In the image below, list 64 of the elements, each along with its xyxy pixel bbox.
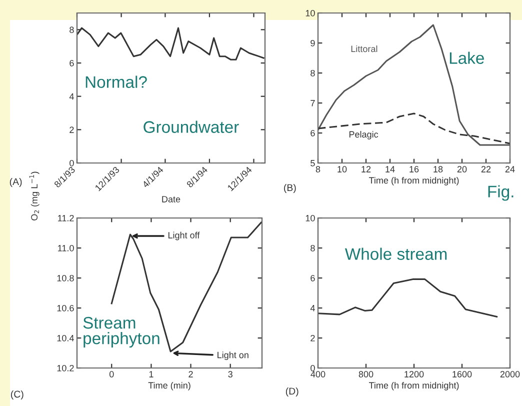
annotation: Normal? — [86, 76, 147, 88]
y-tick-label: 2 — [70, 126, 74, 133]
text: (D) — [286, 387, 298, 397]
line-series — [318, 24, 510, 146]
annotation: Stream periphyton — [83, 316, 160, 348]
annotation: Groundwater — [144, 120, 239, 133]
series-label: Pelagic — [349, 130, 378, 140]
y-tick-label: 8 — [310, 70, 315, 76]
x-axis-title: Date — [162, 196, 180, 202]
y-tick-label: 6 — [310, 274, 315, 282]
annotation: Whole stream — [344, 248, 447, 260]
x-tick-label: 2000 — [500, 371, 520, 378]
y-tick-label: 11.0 — [58, 244, 74, 252]
text: (C) — [11, 390, 24, 400]
x-tick-label: 800 — [358, 371, 374, 378]
line-series — [318, 112, 510, 144]
y-tick-label: 4 — [69, 93, 74, 100]
annotation: Light on — [218, 352, 248, 360]
y-tick-label: 5 — [310, 160, 315, 166]
text: (B) — [284, 184, 296, 194]
x-tick-label: 0 — [109, 371, 114, 378]
x-axis-title: Time (h from midnight) — [368, 176, 459, 186]
y-tick-label: 10.6 — [57, 304, 74, 312]
x-tick-label: 12 — [362, 166, 371, 172]
annotation: Lake — [450, 52, 484, 64]
y-tick-label: 8 — [310, 244, 315, 252]
y-tick-label: 2 — [310, 334, 315, 342]
annotation: Light off — [168, 232, 200, 240]
y-tick-label: 10 — [306, 214, 315, 222]
y-tick-label: 6 — [310, 130, 315, 136]
y-tick-label: 10 — [306, 10, 315, 16]
y-tick-label: 10.4 — [57, 334, 74, 342]
x-axis-title: Time (h from midnight) — [368, 382, 459, 390]
x-tick-label: 3 — [228, 371, 232, 378]
y-axis-title: O$_{2}$ (mg L$^{−1}$) — [29, 172, 40, 220]
series-label: Littoral — [351, 45, 378, 52]
y-tick-label: 11.2 — [58, 214, 74, 222]
x-tick-label: 8 — [316, 166, 320, 172]
y-tick-label: 0 — [70, 160, 74, 166]
x-tick-label: 1 — [149, 371, 154, 378]
x-tick-label: 400 — [310, 371, 326, 378]
y-tick-label: 10.2 — [57, 364, 74, 372]
y-tick-label: 8 — [70, 26, 74, 34]
x-tick-label: 10 — [338, 166, 347, 172]
y-tick-label: 7 — [310, 100, 315, 106]
y-tick-label: 10.8 — [57, 274, 74, 282]
x-tick-label: 1600 — [452, 371, 472, 378]
y-tick-label: 9 — [310, 40, 315, 46]
x-axis-title: Time (min) — [148, 382, 190, 390]
x-tick-label: 24 — [505, 166, 515, 172]
x-tick-label: 18 — [434, 166, 443, 172]
y-tick-label: 6 — [70, 60, 74, 66]
line-series — [318, 278, 498, 318]
y-tick-label: 4 — [310, 305, 315, 312]
x-tick-label: 1200 — [404, 371, 424, 378]
text: (A) — [10, 178, 22, 188]
x-tick-label: 2 — [188, 371, 193, 378]
x-tick-label: 16 — [410, 166, 419, 172]
x-tick-label: 20 — [457, 166, 467, 172]
y-tick-label: 0 — [310, 364, 315, 372]
x-tick-label: 22 — [481, 166, 491, 172]
text: Fig. — [488, 185, 514, 201]
line-series — [77, 27, 264, 60]
x-tick-label: 14 — [386, 166, 395, 172]
